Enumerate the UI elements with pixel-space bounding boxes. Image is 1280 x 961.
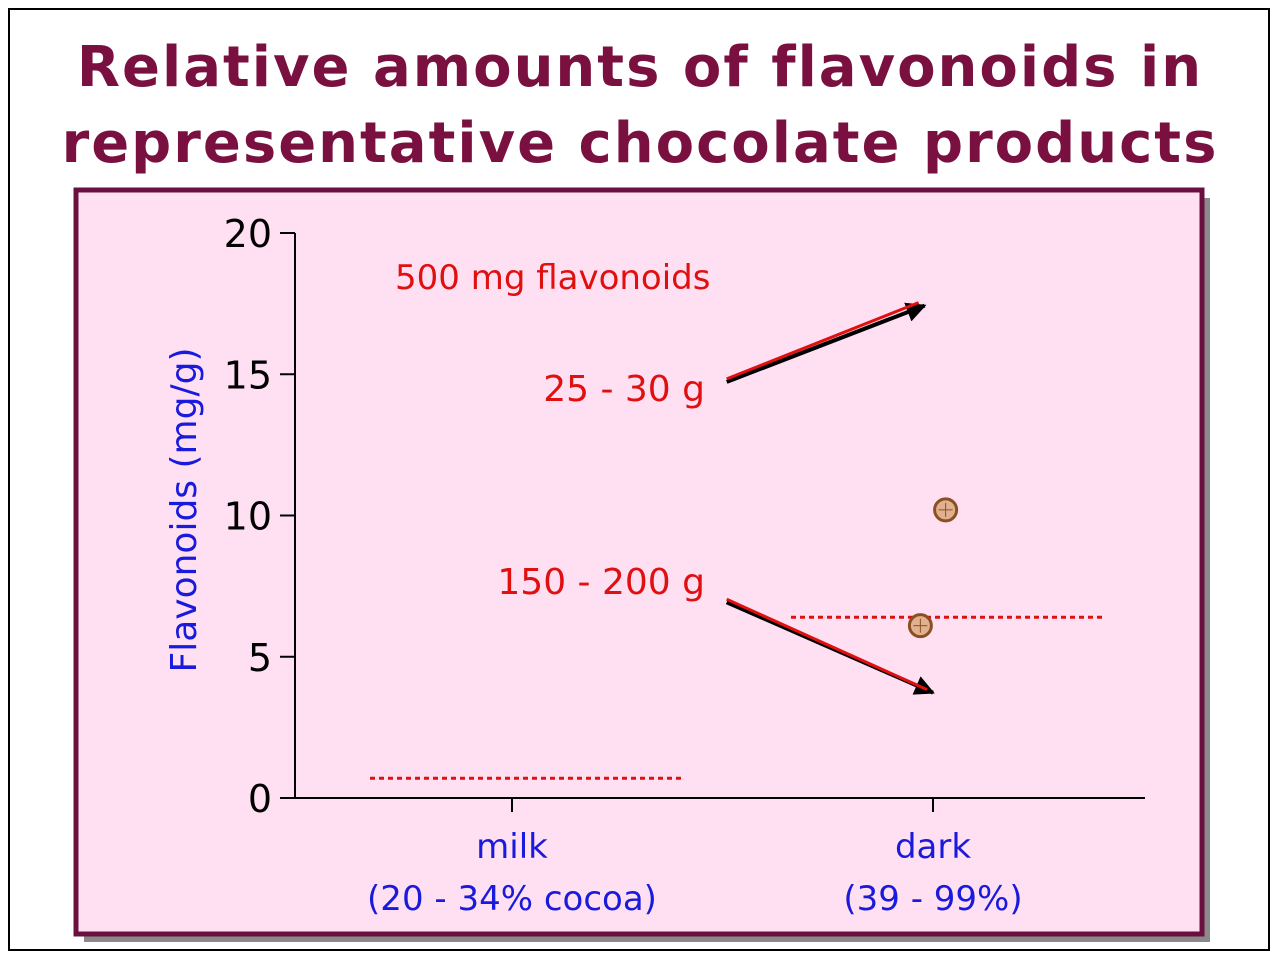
y-axis-label: Flavonoids (mg/g)	[164, 348, 205, 673]
arrow	[726, 597, 928, 692]
reference-lines	[370, 615, 1103, 780]
y-tick-label: 5	[248, 636, 272, 680]
data-points	[907, 497, 959, 639]
x-category-milk: milk	[476, 827, 548, 867]
title-line-1: Relative amounts of flavonoids in	[76, 35, 1204, 100]
slide-title: Relative amounts of flavonoids in repres…	[0, 30, 1280, 182]
x-category-milk-subtitle: (20 - 34% cocoa)	[367, 879, 657, 919]
title-line-2: representative chocolate products	[61, 111, 1219, 176]
x-category-dark: dark	[895, 827, 971, 867]
data-point	[907, 613, 933, 639]
x-ticks	[511, 798, 934, 812]
y-tick-label: 15	[224, 353, 272, 397]
x-category-dark-subtitle: (39 - 99%)	[843, 879, 1022, 919]
y-tick-label: 0	[248, 777, 272, 821]
arrows	[725, 301, 935, 695]
y-tick-label: 10	[224, 495, 272, 539]
y-tick-label: 20	[224, 212, 272, 256]
annotation-500mg: 500 mg flavonoids	[395, 258, 710, 298]
arrow	[726, 301, 920, 381]
data-point	[933, 497, 959, 523]
arrow-shadow	[725, 302, 927, 384]
plot-panel	[73, 187, 1205, 937]
y-ticks: 0 5 10 15 20	[224, 212, 295, 821]
annotation-25-30g: 25 - 30 g	[543, 369, 705, 410]
annotation-150-200g: 150 - 200 g	[497, 562, 705, 603]
